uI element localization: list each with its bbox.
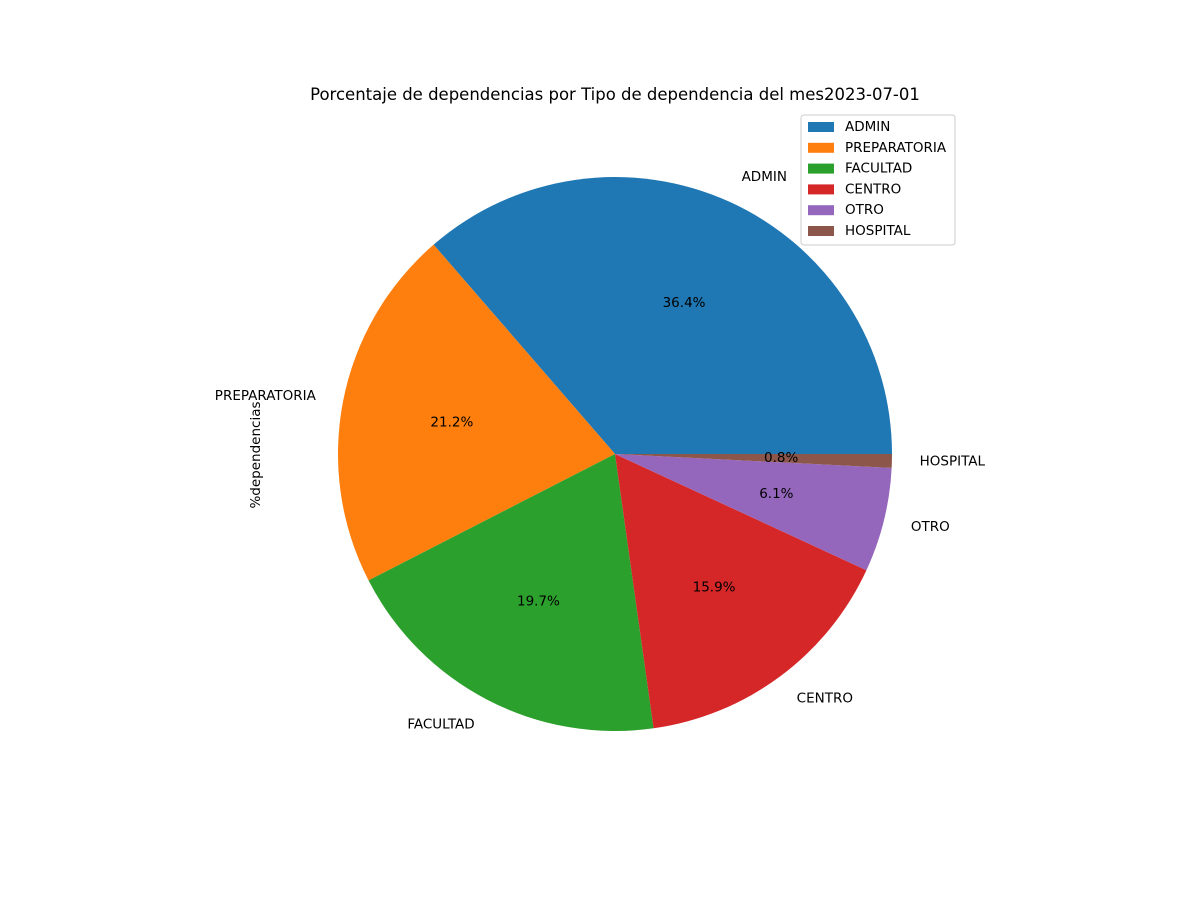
slice-labels: ADMIN PREPARATORIA FACULTAD CENTRO OTRO HOSPI…	[215, 169, 986, 733]
pie-slice-hospital	[615, 454, 892, 468]
pct-label-facultad: 19.7%	[517, 594, 560, 610]
legend-swatch-admin	[808, 122, 834, 132]
legend-swatch-facultad	[808, 163, 834, 174]
slice-label-otro: OTRO	[911, 519, 950, 535]
legend-swatch-hospital	[808, 226, 834, 236]
legend-label-facultad: FACULTAD	[845, 161, 912, 177]
y-axis-label: %dependencias	[248, 401, 264, 508]
pie-slice-facultad	[368, 454, 654, 731]
pct-label-admin: 36.4%	[663, 295, 706, 311]
chart-title: Porcentaje de dependencias por Tipo de d…	[310, 85, 920, 104]
legend-items: ADMIN PREPARATORIA FACULTAD CENTRO OTRO HOSPI…	[808, 119, 947, 239]
pct-label-centro: 15.9%	[693, 579, 736, 595]
slice-label-centro: CENTRO	[797, 691, 853, 707]
legend-label-preparatoria: PREPARATORIA	[845, 140, 947, 156]
pct-label-hospital: 0.8%	[764, 450, 798, 466]
pie-slice-preparatoria	[337, 244, 615, 581]
legend: ADMIN PREPARATORIA FACULTAD CENTRO OTRO HOSPI…	[800, 114, 956, 246]
pie-slice-admin	[433, 177, 892, 454]
pct-label-preparatoria: 21.2%	[430, 414, 473, 430]
slice-label-preparatoria: PREPARATORIA	[215, 388, 317, 404]
pie-slices	[337, 177, 892, 731]
slice-label-admin: ADMIN	[742, 169, 787, 185]
pie-slice-otro	[615, 454, 892, 571]
legend-label-hospital: HOSPITAL	[845, 223, 911, 239]
legend-label-otro: OTRO	[845, 202, 884, 218]
legend-swatch-otro	[808, 205, 834, 216]
pct-label-otro: 6.1%	[759, 486, 793, 502]
legend-swatch-centro	[808, 184, 834, 195]
slice-label-hospital: HOSPITAL	[920, 454, 986, 470]
legend-label-centro: CENTRO	[845, 181, 901, 197]
legend-frame	[800, 114, 956, 246]
legend-label-admin: ADMIN	[845, 119, 890, 135]
slice-label-facultad: FACULTAD	[407, 716, 474, 732]
percentage-labels: 36.4% 21.2% 19.7% 15.9% 6.1% 0.8%	[430, 295, 798, 610]
pie-slice-centro	[615, 454, 867, 729]
legend-swatch-preparatoria	[808, 142, 834, 153]
